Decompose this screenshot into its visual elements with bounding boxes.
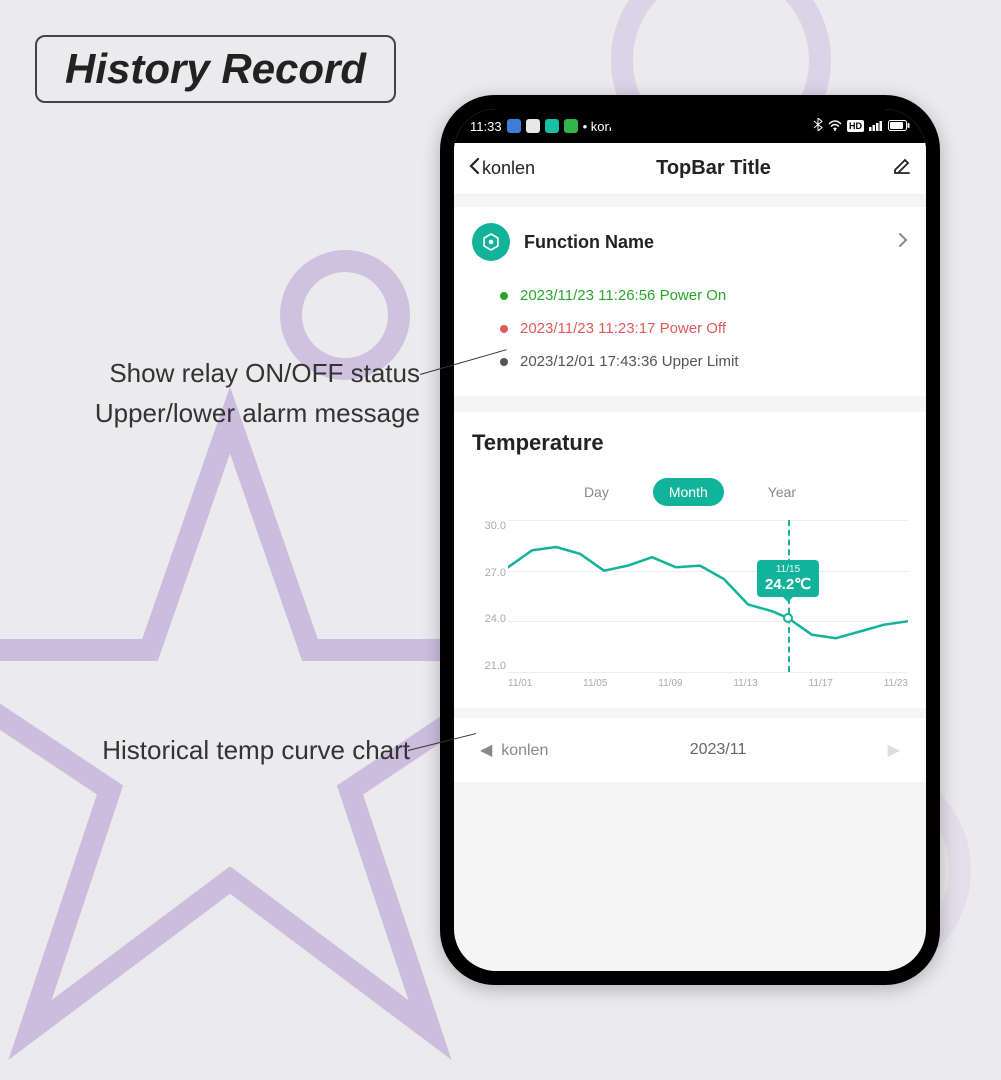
status-app-icon (526, 119, 540, 133)
chart: 30.027.024.021.0 11/1524.2℃ 11/0111/0511… (472, 520, 908, 700)
device-label: konlen (501, 742, 548, 759)
annotation-alarm: Upper/lower alarm message (30, 398, 420, 429)
battery-icon (888, 119, 910, 134)
chart-tooltip: 11/1524.2℃ (757, 560, 819, 597)
back-button[interactable]: konlen (468, 157, 535, 180)
phone-notch (608, 109, 773, 137)
status-time: 11:33 (470, 119, 502, 134)
x-tick-label: 11/23 (884, 678, 908, 689)
function-card: Function Name 2023/11/23 11:26:56 Power … (454, 207, 926, 396)
signal-icon (869, 119, 883, 134)
x-axis-labels: 11/01 11/05 11/09 11/13 11/17 11/23 (508, 678, 908, 689)
phone-frame: 11:33 • konlen HD (440, 95, 940, 985)
grid-line (508, 672, 908, 673)
function-icon (472, 223, 510, 261)
log-item: 2023/11/23 11:23:17 Power Off (500, 312, 902, 345)
status-app-icon (564, 119, 578, 133)
x-tick-label: 11/09 (658, 678, 682, 689)
log-list: 2023/11/23 11:26:56 Power On 2023/11/23 1… (454, 277, 926, 396)
log-text: 2023/11/23 11:26:56 Power On (520, 287, 726, 304)
status-app-icon (545, 119, 559, 133)
temperature-title: Temperature (472, 430, 908, 456)
x-tick-label: 11/05 (583, 678, 607, 689)
x-tick-label: 11/01 (508, 678, 532, 689)
edit-button[interactable] (892, 156, 912, 181)
y-tick-label: 24.0 (472, 613, 506, 625)
tab-month[interactable]: Month (653, 478, 724, 506)
tab-year[interactable]: Year (752, 478, 812, 506)
next-period-button[interactable]: ▶ (888, 740, 900, 760)
log-text: 2023/11/23 11:23:17 Power Off (520, 320, 726, 337)
chart-line (508, 520, 908, 672)
prev-period-button[interactable]: ◀ konlen (480, 740, 548, 760)
topbar-title: TopBar Title (656, 157, 771, 180)
period-label: 2023/11 (690, 741, 747, 759)
tooltip-dot (783, 613, 793, 623)
tooltip-value: 24.2℃ (765, 575, 811, 593)
chart-area[interactable]: 11/1524.2℃ (508, 520, 908, 672)
hd-badge: HD (847, 120, 864, 132)
y-axis-labels: 30.0 27.0 24.0 21.0 (472, 520, 506, 672)
pencil-icon (892, 156, 912, 176)
status-left: 11:33 • konlen (470, 119, 629, 134)
bluetooth-icon (813, 118, 823, 134)
status-app-icon (507, 119, 521, 133)
chevron-right-icon (898, 231, 908, 254)
tab-day[interactable]: Day (568, 478, 625, 506)
y-tick-label: 27.0 (472, 567, 506, 579)
wifi-icon (828, 119, 842, 134)
period-nav: ◀ konlen 2023/11 ▶ (454, 718, 926, 782)
temperature-section: Temperature Day Month Year 30.0 27.0 24.0 2… (454, 412, 926, 708)
function-name: Function Name (524, 232, 884, 253)
y-tick-label: 30.0 (472, 520, 506, 532)
y-tick-label: 21.0 (472, 660, 506, 672)
topbar: konlen TopBar Title (454, 143, 926, 195)
x-tick-label: 11/13 (733, 678, 757, 689)
range-tabs: Day Month Year (472, 478, 908, 506)
annotation-chart: Historical temp curve chart (60, 735, 410, 766)
phone-screen: 11:33 • konlen HD (454, 109, 926, 971)
log-dot-icon (500, 325, 508, 333)
annotation-relay: Show relay ON/OFF status (60, 358, 420, 389)
log-dot-icon (500, 358, 508, 366)
log-item: 2023/11/23 11:26:56 Power On (500, 279, 902, 312)
tooltip-date: 11/15 (765, 564, 811, 575)
x-tick-label: 11/17 (809, 678, 833, 689)
back-label: konlen (482, 158, 535, 179)
status-right: HD (813, 118, 910, 134)
function-row[interactable]: Function Name (454, 207, 926, 277)
page-title: History Record (35, 35, 396, 103)
log-text: 2023/12/01 17:43:36 Upper Limit (520, 353, 739, 370)
log-item: 2023/12/01 17:43:36 Upper Limit (500, 345, 902, 378)
gear-icon (481, 232, 501, 252)
chevron-left-icon (468, 157, 480, 180)
log-dot-icon (500, 292, 508, 300)
